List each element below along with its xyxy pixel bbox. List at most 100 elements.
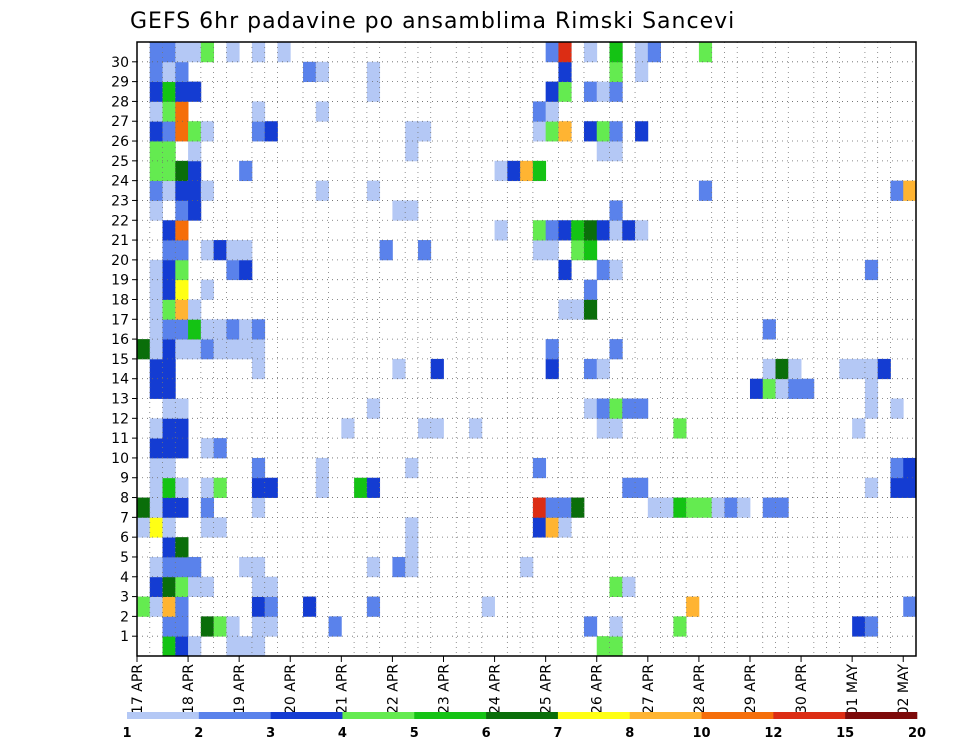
heatmap-cell-m16-t6 xyxy=(213,319,227,340)
y-tick-label: 16 xyxy=(111,332,129,348)
heatmap-cell-m29-t14 xyxy=(315,61,329,83)
heatmap-cell-m21-t37 xyxy=(609,220,623,241)
heatmap-cell-m17-t2 xyxy=(162,299,176,320)
heatmap-cell-m30-t5 xyxy=(200,42,215,63)
x-tick-label: 19 APR xyxy=(232,664,248,714)
heatmap-cell-m27-t14 xyxy=(315,101,329,122)
heatmap-cell-m20-t3 xyxy=(175,240,189,261)
heatmap-cell-m15-t3 xyxy=(175,339,189,360)
heatmap-cell-m30-t2 xyxy=(162,42,176,63)
heatmap-cell-m12-t38 xyxy=(622,398,636,419)
legend-swatch xyxy=(629,712,702,719)
heatmap-cell-m14-t9 xyxy=(251,358,266,380)
heatmap-cell-m16-t3 xyxy=(175,319,189,340)
heatmap-cell-m23-t14 xyxy=(315,180,329,201)
heatmap-cell-m26-t1 xyxy=(149,121,163,142)
y-tick-label: 25 xyxy=(111,154,129,170)
heatmap-cell-m9-t31 xyxy=(532,457,547,479)
heatmap-cell-m3-t37 xyxy=(609,576,623,597)
heatmap-cell-m30-t40 xyxy=(647,42,661,63)
heatmap-cell-m30-t4 xyxy=(188,42,202,63)
heatmap-cell-m26-t37 xyxy=(609,121,623,142)
heatmap-cell-m30-t33 xyxy=(558,42,572,63)
cells-layer xyxy=(137,42,917,657)
heatmap-cell-m13-t51 xyxy=(788,378,802,399)
legend-label: 8 xyxy=(625,726,634,741)
heatmap-cell-m22-t4 xyxy=(188,200,202,221)
heatmap-cell-m19-t57 xyxy=(864,259,879,281)
heatmap-cell-m1-t37 xyxy=(609,616,623,637)
heatmap-cell-m30-t11 xyxy=(277,42,291,63)
y-tick-label: 3 xyxy=(120,590,129,606)
heatmap-cell-m14-t2 xyxy=(162,358,176,380)
heatmap-cell-m27-t2 xyxy=(162,101,176,122)
heatmap-cell-m0-t9 xyxy=(251,636,266,657)
heatmap-cell-m3-t10 xyxy=(264,576,278,597)
heatmap-cell-m6-t6 xyxy=(213,517,227,538)
heatmap-cell-m13-t52 xyxy=(801,378,815,399)
heatmap-cell-m20-t32 xyxy=(545,240,559,261)
heatmap-cell-m4-t2 xyxy=(162,556,176,578)
heatmap-cell-m1-t10 xyxy=(264,616,278,637)
heatmap-cell-m26-t9 xyxy=(251,121,266,142)
heatmap-cell-m11-t26 xyxy=(469,418,483,439)
heatmap-cell-m15-t9 xyxy=(251,339,266,360)
heatmap-cell-m16-t4 xyxy=(188,319,202,340)
heatmap-cell-m30-t32 xyxy=(545,42,559,63)
heatmap-cell-m11-t42 xyxy=(673,418,687,439)
heatmap-cell-m13-t49 xyxy=(762,378,776,399)
heatmap-cell-m11-t3 xyxy=(175,418,189,439)
heatmap-cell-m28-t1 xyxy=(149,81,163,102)
heatmap-cell-m12-t57 xyxy=(864,398,879,419)
legend-swatch xyxy=(198,712,271,719)
heatmap-cell-m21-t2 xyxy=(162,220,176,241)
x-axis: 17 APR 18 APR 19 APR 20 APR 21 APR 22 APR 23 A… xyxy=(130,656,912,715)
heatmap-cell-m24-t1 xyxy=(149,160,163,182)
y-tick-label: 15 xyxy=(111,352,129,368)
y-tick-label: 13 xyxy=(111,392,129,408)
heatmap-cell-m17-t1 xyxy=(149,299,163,320)
heatmap-cell-m11-t16 xyxy=(341,418,355,439)
heatmap-cell-m4-t21 xyxy=(405,556,419,578)
legend-label: 6 xyxy=(482,726,491,741)
heatmap-cell-m1-t15 xyxy=(328,616,342,637)
heatmap-cell-m7-t33 xyxy=(558,497,572,518)
heatmap-cell-m23-t3 xyxy=(175,180,189,201)
legend-label: 10 xyxy=(693,726,711,741)
heatmap-cell-m2-t10 xyxy=(264,596,278,617)
heatmap-cell-m8-t38 xyxy=(622,477,636,498)
heatmap-cell-m15-t37 xyxy=(609,339,623,360)
y-tick-label: 6 xyxy=(120,530,129,546)
heatmap-cell-m8-t17 xyxy=(354,477,368,498)
heatmap-cell-m24-t29 xyxy=(507,160,521,182)
heatmap-cell-m8-t60 xyxy=(903,477,917,498)
heatmap-cell-m8-t39 xyxy=(635,477,649,498)
heatmap-cell-m29-t18 xyxy=(366,61,381,83)
heatmap-cell-m4-t9 xyxy=(251,556,266,578)
heatmap-cell-m6-t32 xyxy=(545,517,559,538)
heatmap-cell-m17-t35 xyxy=(583,299,598,320)
x-tick-label: 25 APR xyxy=(539,664,555,714)
heatmap-cell-m24-t4 xyxy=(188,160,202,182)
y-tick-label: 28 xyxy=(111,94,129,110)
heatmap-cell-m15-t1 xyxy=(149,339,163,360)
heatmap-cell-m26-t5 xyxy=(200,121,215,142)
color-legend: 1 2 3 4 5 6 7 8 10 12 15 20 xyxy=(122,712,926,741)
y-tick-label: 1 xyxy=(120,629,129,645)
heatmap-cell-m29-t13 xyxy=(303,61,317,83)
heatmap-cell-m7-t40 xyxy=(647,497,661,518)
heatmap-cell-m12-t3 xyxy=(175,398,189,419)
heatmap-cell-m16-t9 xyxy=(251,319,266,340)
heatmap-cell-m0-t3 xyxy=(175,636,189,657)
heatmap-cell-m18-t2 xyxy=(162,279,176,300)
heatmap-cell-m26-t3 xyxy=(175,121,189,142)
heatmap-cell-m0-t36 xyxy=(596,636,610,657)
heatmap-cell-m12-t36 xyxy=(596,398,610,419)
heatmap-cell-m7-t3 xyxy=(175,497,189,518)
heatmap-cell-m28-t33 xyxy=(558,81,572,102)
heatmap-cell-m28-t37 xyxy=(609,81,623,102)
heatmap-cell-m27-t32 xyxy=(545,101,559,122)
heatmap-cell-m29-t3 xyxy=(175,61,189,83)
heatmap-cell-m20-t34 xyxy=(571,240,585,261)
